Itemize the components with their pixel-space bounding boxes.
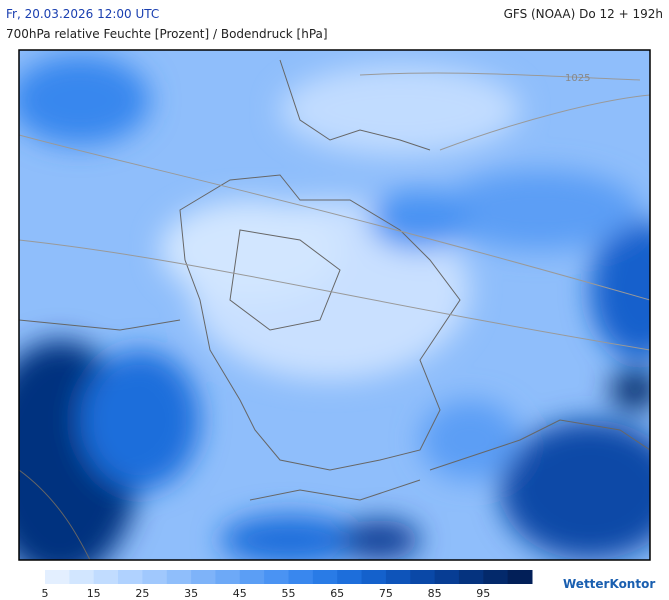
color-box [166, 570, 192, 584]
legend-tick-label: 95 [476, 587, 490, 600]
subtitle: 700hPa relative Feuchte [Prozent] / Bode… [6, 27, 328, 41]
map-frame [18, 49, 651, 561]
color-box [337, 570, 363, 584]
legend-tick-label: 45 [233, 587, 247, 600]
color-box [93, 570, 119, 584]
color-box [410, 570, 436, 584]
color-box [239, 570, 265, 584]
color-box [507, 570, 533, 584]
color-box [483, 570, 509, 584]
color-box [191, 570, 216, 584]
color-box [312, 570, 338, 584]
color-box [45, 570, 70, 584]
color-box [118, 570, 143, 584]
color-box [458, 570, 484, 584]
color-box [434, 570, 460, 584]
legend-tick-label: 65 [330, 587, 344, 600]
legend: 5 15 25 35 45 55 65 75 85 95 [42, 570, 533, 600]
model-label: GFS (NOAA) Do 12 + 192h [504, 7, 663, 21]
color-box [264, 570, 289, 584]
legend-tick-label: 55 [282, 587, 296, 600]
map: 1025 [19, 50, 650, 560]
color-box [142, 570, 168, 584]
legend-tick-label: 5 [42, 587, 49, 600]
legend-tick-label: 35 [184, 587, 198, 600]
legend-tick-label: 15 [87, 587, 101, 600]
color-box [385, 570, 411, 584]
legend-tick-label: 25 [135, 587, 149, 600]
color-box [288, 570, 314, 584]
isobar-label: 1025 [565, 73, 590, 84]
color-box [361, 570, 387, 584]
legend-tick-label: 85 [428, 587, 442, 600]
color-box [69, 570, 95, 584]
logo: WetterKontor [563, 577, 655, 591]
legend-tick-label: 75 [379, 587, 393, 600]
color-box [215, 570, 241, 584]
date-label: Fr, 20.03.2026 12:00 UTC [6, 7, 159, 21]
